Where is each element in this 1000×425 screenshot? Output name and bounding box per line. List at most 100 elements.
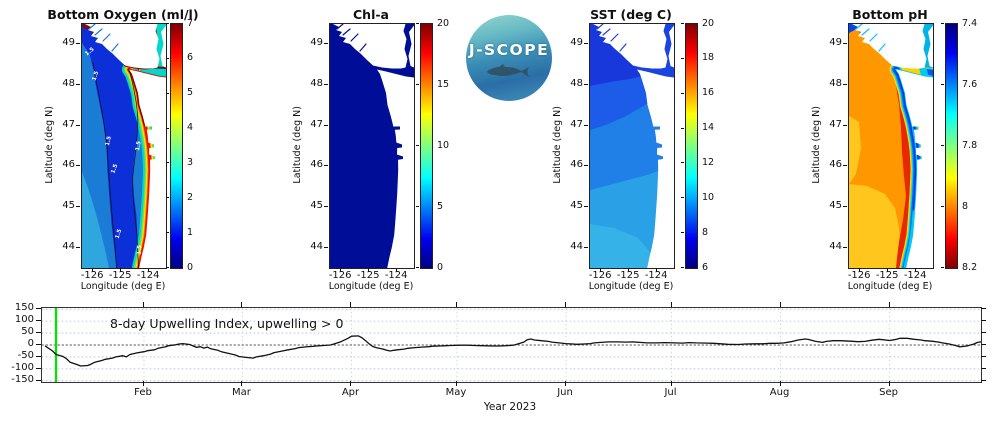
ts-xtick-top [350, 302, 352, 307]
ts-xtick-top [142, 302, 144, 307]
chla-map [329, 23, 415, 269]
fjord-inlet [94, 28, 103, 36]
chla-colorbar [420, 23, 433, 269]
lat-tick [324, 246, 328, 248]
land-vancouver-island [852, 24, 927, 69]
contour-1p5 [128, 68, 139, 269]
colorbar-tick-label: 18 [702, 52, 715, 64]
land-vancouver-island [85, 24, 160, 69]
colorbar-tick [166, 267, 169, 268]
lon-tick-label: -124 [136, 270, 160, 281]
lon-tick [600, 268, 602, 272]
lon-tick-label: -126 [80, 270, 104, 281]
sst-map-svg [590, 23, 674, 268]
colorbar-tick-label: 7.6 [962, 78, 978, 90]
lat-tick-label: 48 [310, 78, 323, 89]
lat-tick [843, 246, 847, 248]
fjord-inlet [602, 28, 611, 36]
lat-tick [843, 165, 847, 167]
ts-ytick-right [981, 355, 986, 357]
ph-map-svg [849, 23, 934, 275]
lat-tick-label: 48 [570, 78, 583, 89]
lon-tick-label: -125 [616, 270, 640, 281]
lon-tick [887, 268, 889, 272]
lat-tick-label: 46 [62, 159, 75, 171]
colorbar-tick [941, 84, 944, 85]
ts-xtick-bottom [350, 381, 352, 386]
ts-xtick-top [888, 302, 890, 307]
lat-tick [843, 84, 847, 85]
lon-tick-label: -124 [384, 270, 408, 281]
colorbar-tick [681, 23, 684, 24]
ylabel-oxygen: Latitude (deg N) [43, 106, 55, 184]
panel-title-sst: SST (deg C) [590, 7, 672, 22]
ts-ytick-left [36, 355, 41, 357]
ylabel-sst: Latitude (deg N) [551, 106, 563, 184]
ts-xtick-bottom [455, 381, 457, 386]
colorbar-tick-label: 3 [187, 156, 194, 168]
lat-tick-label: 47 [62, 118, 75, 130]
lon-tick-label: -125 [875, 270, 899, 281]
land-mainland [160, 25, 166, 68]
ts-xtick-bottom [142, 381, 144, 386]
lon-tick-label: -126 [328, 270, 352, 281]
lat-tick-label: 49 [62, 37, 75, 49]
strait-water [633, 65, 674, 78]
lat-tick [324, 43, 328, 45]
colorbar-tick [681, 92, 684, 94]
lat-tick-label: 47 [570, 118, 583, 130]
lat-tick-label: 49 [310, 37, 323, 49]
land-us-coast [377, 69, 414, 268]
ts-xtick-bottom [670, 381, 672, 386]
contour-1p5 [92, 61, 117, 269]
ts-xtick-bottom [565, 381, 566, 386]
ph-colorbar [945, 23, 958, 269]
lat-tick [584, 124, 588, 126]
colorbar-tick-label: 2 [187, 191, 194, 203]
colorbar-tick-label: 8 [962, 200, 969, 212]
upwelling-timeseries-svg [41, 306, 982, 384]
colorbar-tick-label: 10 [437, 139, 450, 151]
colorbar-tick [681, 57, 684, 59]
strait-east-blue [927, 69, 933, 76]
lon-tick [656, 268, 658, 272]
ts-ytick-left [36, 308, 41, 310]
lon-tick [148, 268, 150, 272]
lat-tick [324, 206, 328, 207]
colorbar-tick [166, 92, 169, 94]
colorbar-tick [166, 23, 169, 24]
lat-tick-label: 44 [62, 240, 75, 252]
ts-ytick-label: 50 [21, 326, 34, 338]
lon-tick-label: -125 [356, 270, 380, 281]
colorbar-tick-label: 20 [437, 17, 450, 29]
lon-tick [396, 268, 398, 272]
ts-month-label: Jul [664, 387, 677, 398]
upwelling-annotation: 8-day Upwelling Index, upwelling > 0 [110, 316, 344, 331]
ts-ytick-label: 100 [14, 314, 34, 326]
ts-ytick-right [981, 379, 986, 381]
colorbar-tick [681, 267, 684, 268]
fjord-inlet [111, 43, 119, 52]
lat-tick [584, 206, 588, 207]
ph-map [848, 23, 934, 275]
fjord-inlet [861, 28, 870, 36]
lat-tick-label: 48 [829, 78, 842, 89]
fjord-inlet [336, 23, 344, 30]
lon-tick-label: -126 [847, 270, 871, 281]
land-us-coast [896, 69, 933, 268]
ts-month-label: Mar [232, 387, 251, 398]
land-mainland [408, 25, 414, 68]
fjord-inlet [878, 43, 886, 52]
colorbar-tick [166, 197, 169, 199]
colorbar-tick [416, 145, 419, 146]
xlabel-oxygen: Longitude (deg E) [80, 281, 166, 292]
lon-tick [368, 268, 370, 272]
ts-ytick-label: -100 [11, 361, 34, 373]
ts-xtick-bottom [779, 381, 781, 386]
ts-ytick-label: -150 [11, 373, 34, 385]
xlabel-sst: Longitude (deg E) [588, 281, 674, 292]
lon-tick [340, 268, 342, 272]
fjord-inlet [610, 33, 619, 42]
colorbar-tick [166, 162, 169, 164]
